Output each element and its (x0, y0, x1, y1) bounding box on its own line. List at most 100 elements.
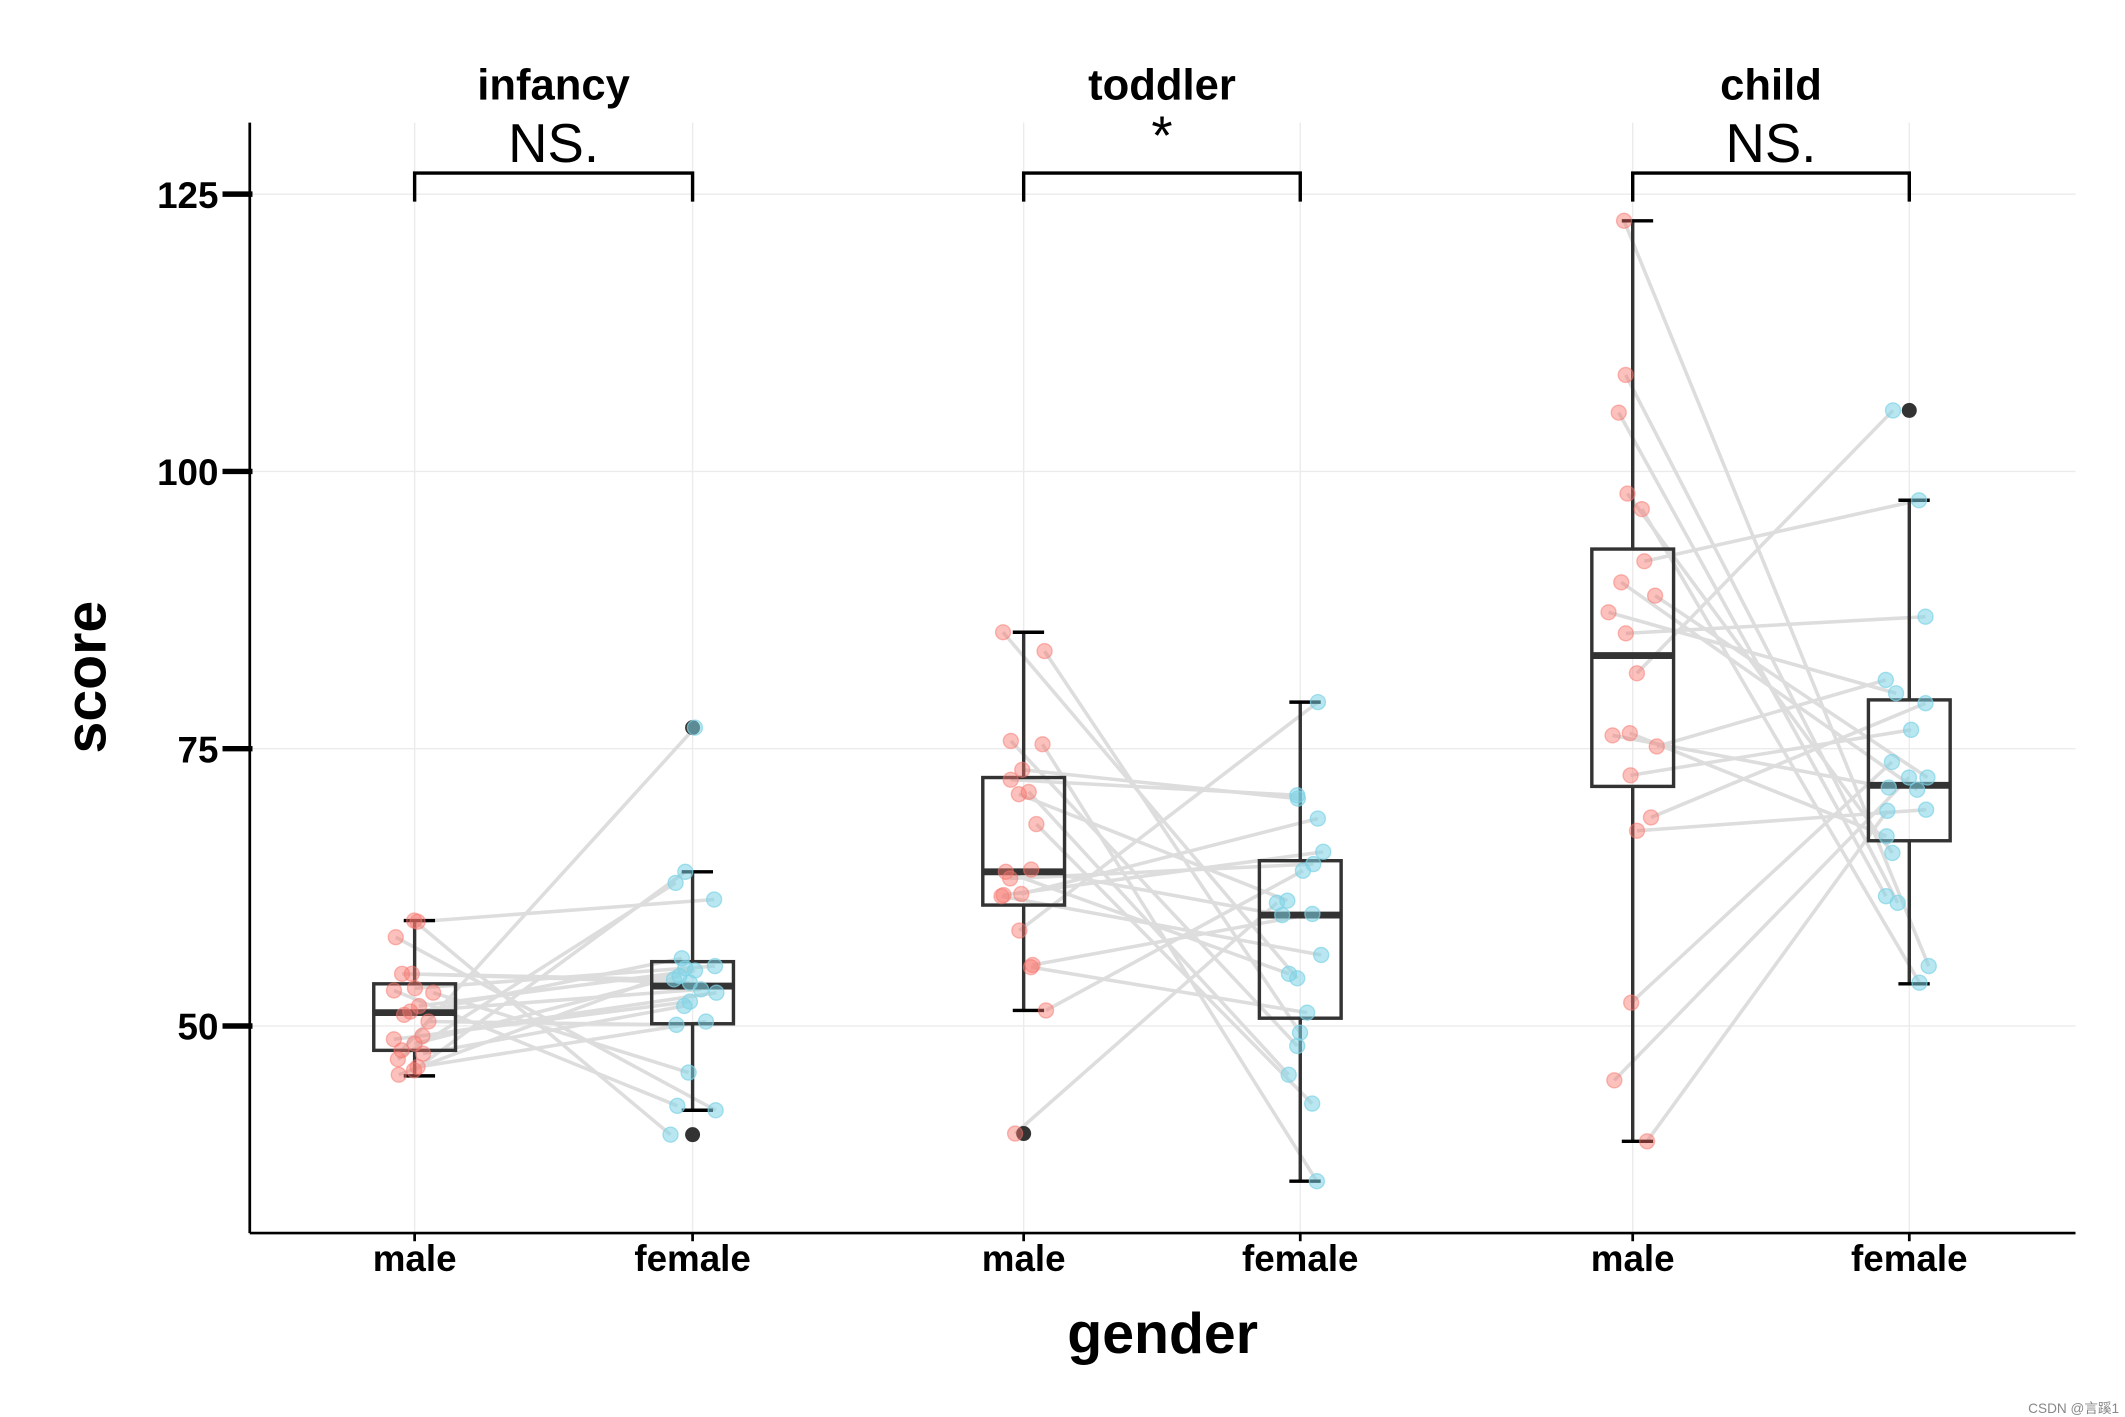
paired-line (1018, 700, 1320, 932)
point-male (395, 1006, 413, 1024)
outlier-point (1901, 402, 1917, 418)
point-female (669, 1097, 686, 1114)
y-tick-label: 50 (178, 1007, 219, 1048)
paired-line (1043, 650, 1302, 1034)
x-tick-label: male (982, 1238, 1066, 1279)
point-male (1604, 727, 1621, 744)
point-male (406, 980, 424, 997)
x-tick-label: female (1851, 1238, 1968, 1279)
point-male (1037, 1002, 1055, 1019)
point-female (680, 1064, 697, 1081)
paired-line (1640, 508, 1921, 984)
point-male (1002, 771, 1019, 788)
point-male (1610, 404, 1627, 421)
paired-line (1656, 678, 1887, 749)
paired-line (1636, 807, 1927, 833)
paired-line (1013, 901, 1279, 1135)
paired-line (1650, 701, 1927, 820)
point-female (705, 891, 723, 908)
point-female (676, 997, 693, 1015)
point-male (1600, 604, 1617, 621)
point-male (1615, 212, 1633, 229)
point-female (692, 981, 710, 998)
point-female (1304, 905, 1321, 923)
paired-line (1041, 743, 1319, 1183)
data-points (385, 212, 1937, 1190)
point-female (1315, 843, 1332, 861)
paired-line (1625, 614, 1926, 636)
point-female (1304, 1095, 1321, 1112)
box-iqr (1866, 698, 1952, 843)
point-male (1011, 922, 1028, 939)
paired-line (418, 968, 696, 1008)
point-male (1036, 642, 1053, 660)
paired-line (1613, 776, 1911, 1082)
paired-line (422, 1004, 685, 1056)
point-male (1628, 665, 1646, 682)
point-male (1617, 625, 1635, 642)
point-male (1020, 783, 1037, 801)
point-male (1617, 366, 1634, 384)
gridlines (249, 122, 2076, 1234)
point-female (1291, 1024, 1309, 1041)
significance-label: NS. (1726, 113, 1817, 174)
point-male (390, 1066, 407, 1083)
significance-label: NS. (508, 113, 599, 174)
point-female (1298, 1004, 1316, 1021)
paired-line (398, 966, 686, 1077)
x-tick-label: female (634, 1238, 750, 1279)
point-male (393, 1042, 410, 1059)
point-male (1002, 732, 1020, 750)
point-male (1638, 1133, 1656, 1150)
point-female (1880, 779, 1897, 796)
point-male (403, 965, 421, 983)
point-female (1910, 492, 1928, 509)
point-female (1313, 946, 1330, 964)
point-male (1613, 574, 1630, 591)
point-male (385, 1031, 403, 1048)
point-female (1309, 693, 1327, 711)
point-female (1902, 721, 1920, 739)
paired-line (414, 964, 716, 991)
point-female (1919, 769, 1936, 786)
paired-line (1032, 912, 1313, 967)
point-female (1884, 844, 1901, 862)
point-female (1289, 787, 1306, 804)
paired-line (417, 1019, 707, 1069)
point-female (1884, 402, 1902, 419)
paired-line (1630, 728, 1912, 778)
point-male (1623, 994, 1640, 1011)
point-male (1001, 870, 1019, 887)
point-female (1280, 1066, 1297, 1083)
point-female (1877, 888, 1895, 905)
paired-line (1010, 862, 1314, 881)
point-female (1280, 965, 1298, 983)
point-female (677, 863, 694, 880)
point-male (1633, 500, 1650, 518)
point-male (1642, 809, 1660, 826)
point-male (1006, 1125, 1024, 1142)
point-female (1908, 781, 1926, 798)
point-female (697, 1013, 715, 1030)
point-male (1022, 959, 1040, 976)
point-female (1877, 671, 1894, 689)
x-axis-label: gender (1067, 1302, 1258, 1366)
paired-line (1622, 220, 1931, 967)
significance-bracket (412, 171, 695, 202)
paired-line (1030, 965, 1308, 1015)
point-female (667, 874, 684, 892)
paired-line (1643, 498, 1920, 563)
outlier-point (1016, 1126, 1032, 1142)
point-female (1920, 957, 1937, 975)
point-male (410, 997, 428, 1015)
point-male (1034, 736, 1051, 753)
paired-line (428, 1019, 677, 1027)
point-female (1878, 828, 1895, 845)
point-female (668, 1016, 685, 1034)
point-male (1028, 815, 1045, 833)
point-male (409, 913, 426, 930)
watermark: CSDN @言蹊1 (2028, 1401, 2119, 1416)
point-female (1911, 974, 1928, 991)
paired-line (403, 956, 683, 1017)
